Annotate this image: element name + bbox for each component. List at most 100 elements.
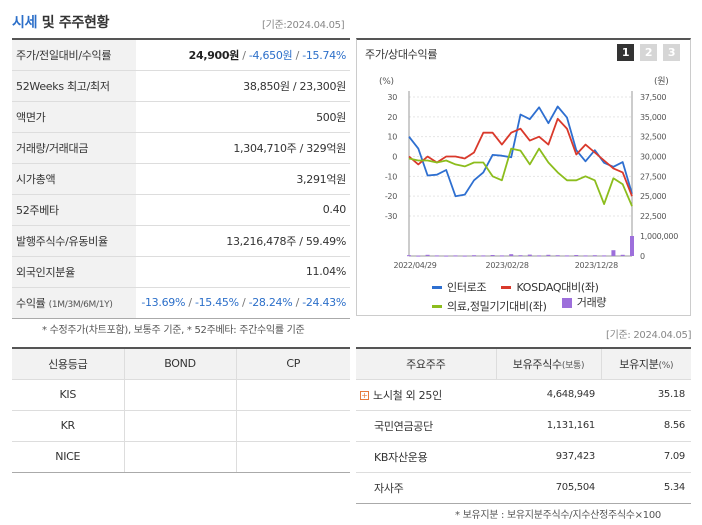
table-row: 거래량/거래대금 1,304,710주 / 329억원	[12, 132, 350, 164]
y-right-tick-label: 30,000	[640, 153, 666, 162]
agency-cell: KIS	[12, 379, 124, 411]
y-left-tick-label: 30	[387, 93, 397, 102]
volume-bar	[527, 254, 532, 256]
volume-bar	[583, 255, 588, 257]
holder-shares: 937,423	[496, 441, 601, 473]
header-unit: (보통)	[561, 360, 585, 371]
chart-tab-3[interactable]: 3	[663, 44, 680, 61]
legend-label: 거래량	[576, 296, 607, 309]
x-tick-label: 2022/04/29	[393, 261, 436, 270]
volume-bar	[481, 255, 486, 257]
y-left-tick-label: 20	[387, 113, 397, 122]
y-right-tick-label: 32,500	[640, 133, 666, 142]
section-title-rest: 및 주주현황	[37, 15, 110, 31]
cp-cell	[235, 441, 350, 473]
y-left-tick-label: 0	[392, 153, 397, 162]
column-header: 보유지분(%)	[600, 348, 691, 380]
shareholder-footnote: * 보유지분 : 보유지분주식수/지수산정주식수×100	[455, 510, 661, 521]
current-price: 24,900원	[188, 48, 240, 62]
holder-name[interactable]: 노시철 외 25인	[373, 388, 442, 402]
returns-values: -13.69% / -15.45% / -28.24% / -24.43%	[136, 287, 350, 319]
table-row: 주가/전일대비/수익률 24,900원 / -4,650원 / -15.74%	[12, 39, 350, 71]
expand-icon[interactable]: +	[360, 391, 369, 400]
holder-shares: 1,131,161	[496, 410, 601, 442]
price-change-pct: -15.74%	[302, 48, 346, 62]
volume-bar	[499, 255, 504, 257]
row-label: 액면가	[12, 101, 136, 133]
volume-bar	[555, 255, 560, 257]
volume-bar	[546, 254, 551, 256]
reference-date-right: [기준: 2024.04.05]	[606, 330, 692, 341]
table-row: NICE	[12, 441, 350, 473]
y-left-tick-label: 10	[387, 133, 397, 142]
y-right-tick-label: 25,000	[640, 192, 666, 201]
row-value: 1,304,710주 / 329억원	[136, 132, 350, 164]
row-label: 52Weeks 최고/최저	[12, 70, 136, 102]
row-label: 주가/전일대비/수익률	[12, 39, 136, 71]
table-row: KR	[12, 410, 350, 442]
y-right-unit: (원)	[654, 76, 668, 87]
row-label: 거래량/거래대금	[12, 132, 136, 164]
chart-title: 주가/상대수익률	[365, 48, 438, 61]
volume-bar	[509, 254, 514, 256]
separator: /	[295, 48, 300, 62]
volume-bar	[537, 255, 542, 257]
legend-item: KOSDAQ대비(좌)	[501, 280, 599, 295]
row-value: 500원	[136, 101, 350, 133]
volume-bar	[444, 255, 449, 257]
chart-tab-1[interactable]: 1	[617, 44, 634, 61]
major-shareholders-table: 주요주주 보유주식수(보통) 보유지분(%) + 노시철 외 25인 4,648,…	[356, 347, 691, 504]
agency-cell: NICE	[12, 441, 124, 473]
y-right-tick-label: 35,000	[640, 113, 666, 122]
separator: /	[241, 296, 246, 309]
table-row: 외국인지분율 11.04%	[12, 256, 350, 288]
volume-bar	[602, 255, 607, 257]
table-row: 국민연금공단 1,131,161 8.56	[356, 410, 691, 442]
y-left-tick-label: -20	[385, 192, 397, 201]
legend-swatch	[432, 304, 442, 308]
legend-swatch	[432, 286, 442, 289]
chart-tabs: 1 2 3	[617, 44, 680, 61]
chart-plot: (%) (원) 30 37,500 20 35,000 10 32,500 0 30,000 -10…	[379, 76, 679, 270]
volume-bar	[416, 255, 421, 257]
bond-cell	[123, 379, 236, 411]
column-header: 주요주주	[356, 348, 496, 380]
agency-cell: KR	[12, 410, 124, 442]
holder-pct: 5.34	[601, 472, 691, 504]
y-right-tick-label: 27,500	[640, 172, 666, 181]
legend-swatch	[501, 286, 512, 289]
header-text: 보유지분	[619, 357, 659, 371]
table-row: 52주베타 0.40	[12, 194, 350, 226]
section-title-accent: 시세	[12, 15, 38, 31]
separator: /	[242, 48, 246, 62]
row-label: 외국인지분율	[12, 256, 136, 288]
table-row: KIS	[12, 379, 350, 411]
table-row: 발행주식수/유동비율 13,216,478주 / 59.49%	[12, 225, 350, 257]
volume-bar	[453, 255, 458, 257]
header-text: 보유주식수	[512, 357, 562, 371]
legend-item: 거래량	[561, 295, 607, 310]
volume-bar	[462, 255, 467, 257]
holder-shares: 4,648,949	[496, 379, 601, 411]
volume-bar	[472, 255, 477, 257]
holder-shares: 705,504	[496, 472, 601, 504]
row-value: 3,291억원	[136, 163, 350, 195]
legend-swatch	[561, 297, 572, 308]
volume-bar	[592, 255, 597, 257]
chart-tab-2[interactable]: 2	[640, 44, 657, 61]
table-row: 액면가 500원	[12, 101, 350, 133]
cp-cell	[235, 379, 350, 411]
holder-name-cell: + 노시철 외 25인	[356, 379, 496, 411]
returns-period-label: (1M/3M/6M/1Y)	[48, 299, 113, 310]
volume-tick-label: 0	[640, 252, 645, 261]
legend-label: 인터로조	[447, 281, 487, 294]
volume-bar	[425, 254, 430, 256]
returns-label: 수익률	[16, 296, 46, 310]
y-left-tick-label: -10	[385, 172, 397, 181]
bond-cell	[123, 410, 236, 442]
legend-label: KOSDAQ대비(좌)	[516, 281, 599, 294]
chart-panel: 주가/상대수익률 1 2 3 (%) (원) 30 37,500 20 35,000 10 3…	[356, 38, 691, 316]
cp-cell	[235, 410, 350, 442]
column-header: BOND	[123, 348, 236, 380]
return-3m: -15.45%	[194, 296, 239, 309]
